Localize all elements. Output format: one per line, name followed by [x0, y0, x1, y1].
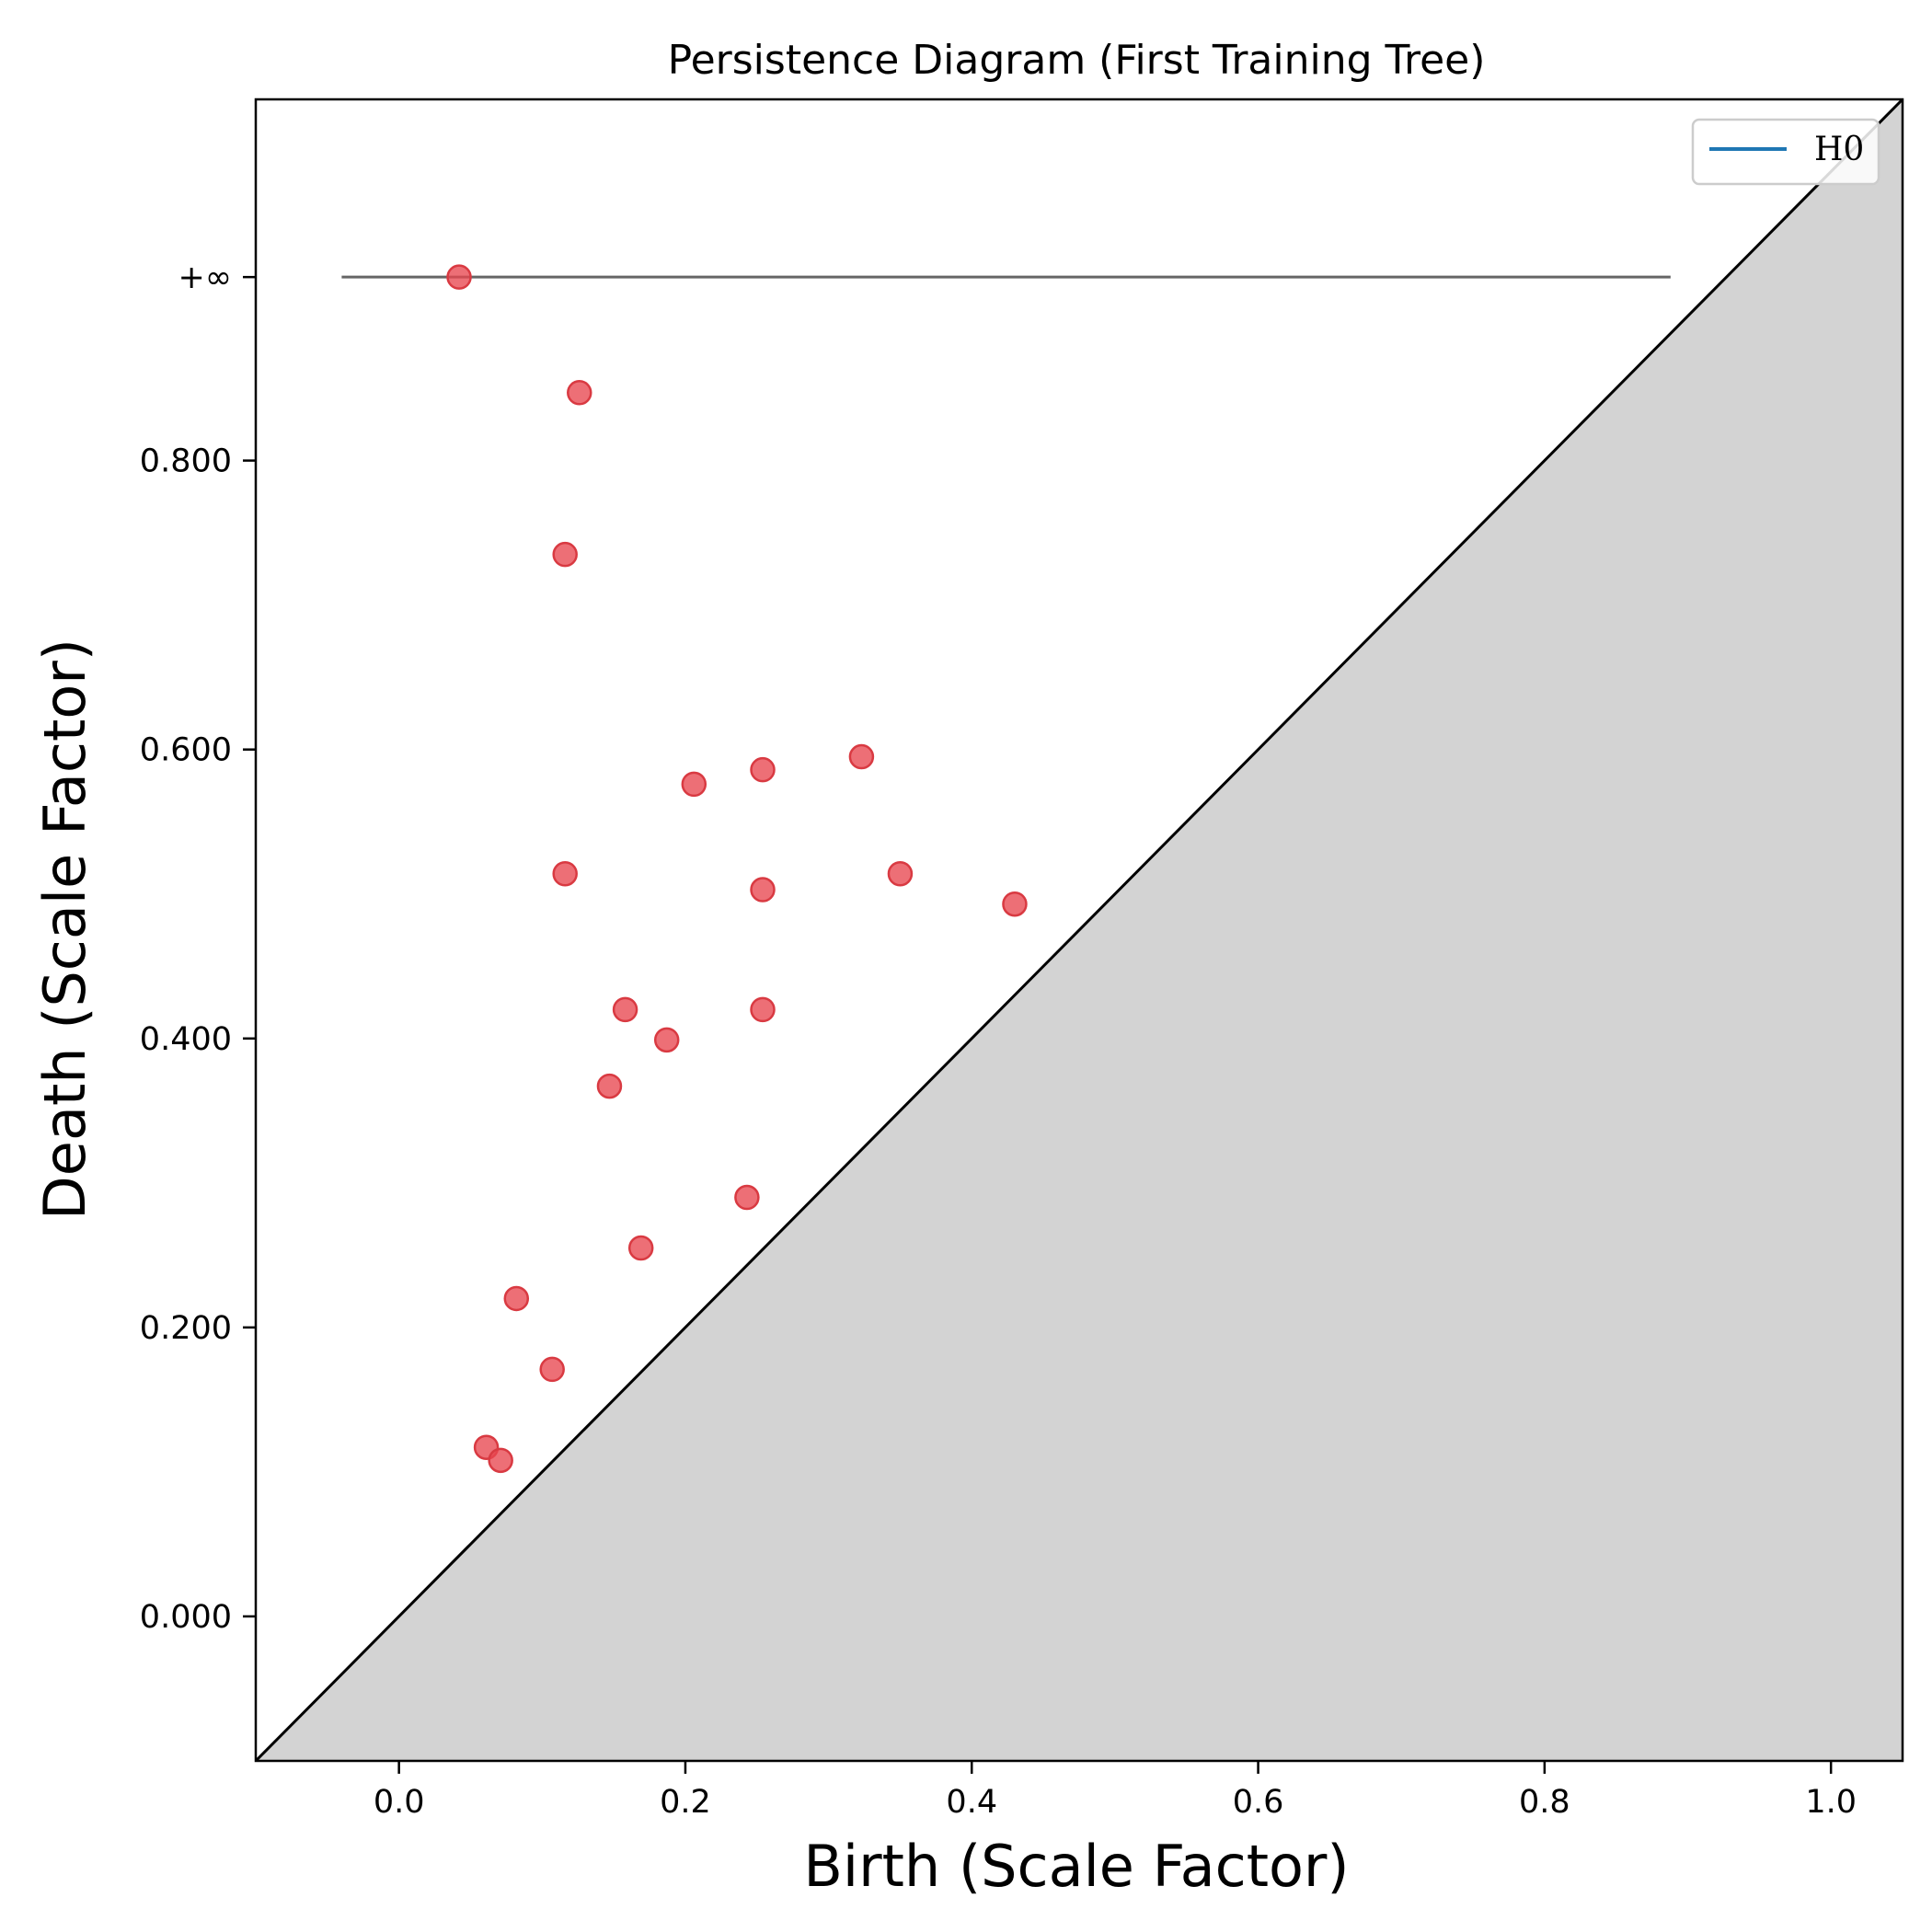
data-point [681, 771, 707, 798]
x-tick-label: 0.6 [1233, 1784, 1284, 1821]
data-point [503, 1285, 530, 1312]
data-point [1002, 891, 1028, 917]
data-point [539, 1356, 565, 1383]
x-axis-label: Birth (Scale Factor) [803, 1833, 1349, 1900]
y-tick-label: 0.000 [140, 1599, 232, 1636]
legend-box [1691, 118, 1880, 186]
data-point [653, 1027, 680, 1053]
y-tick-label: 0.400 [140, 1021, 232, 1058]
x-tick-label: 1.0 [1805, 1784, 1857, 1821]
y-tick-label: 0.200 [140, 1310, 232, 1347]
x-tick-label: 0.4 [946, 1784, 997, 1821]
x-tick-label: 0.2 [660, 1784, 711, 1821]
data-point [596, 1073, 623, 1099]
y-tick-label: 0.600 [140, 732, 232, 769]
diagonal-line [254, 98, 1904, 1763]
data-point [552, 541, 578, 568]
data-point [488, 1447, 513, 1474]
data-point [446, 264, 472, 290]
data-point [848, 743, 875, 770]
data-point [887, 861, 914, 887]
data-point [750, 756, 776, 783]
data-point [552, 861, 578, 887]
data-point [627, 1235, 654, 1261]
legend: H0 [1691, 118, 1880, 186]
x-tick-label: 0.8 [1519, 1784, 1570, 1821]
data-point [612, 996, 638, 1023]
plot-frame [254, 98, 1904, 1763]
data-point [750, 996, 776, 1023]
infinity-tick-label: +∞ [178, 259, 232, 296]
chart-title: Persistence Diagram (First Training Tree… [668, 37, 1486, 84]
data-point [567, 380, 592, 406]
x-tick-label: 0.0 [374, 1784, 425, 1821]
data-point [734, 1184, 760, 1211]
data-point [750, 877, 776, 903]
legend-label-h0: H0 [1814, 131, 1864, 168]
y-axis-label: Death (Scale Factor) [31, 638, 98, 1220]
y-tick-label: 0.800 [140, 443, 232, 480]
